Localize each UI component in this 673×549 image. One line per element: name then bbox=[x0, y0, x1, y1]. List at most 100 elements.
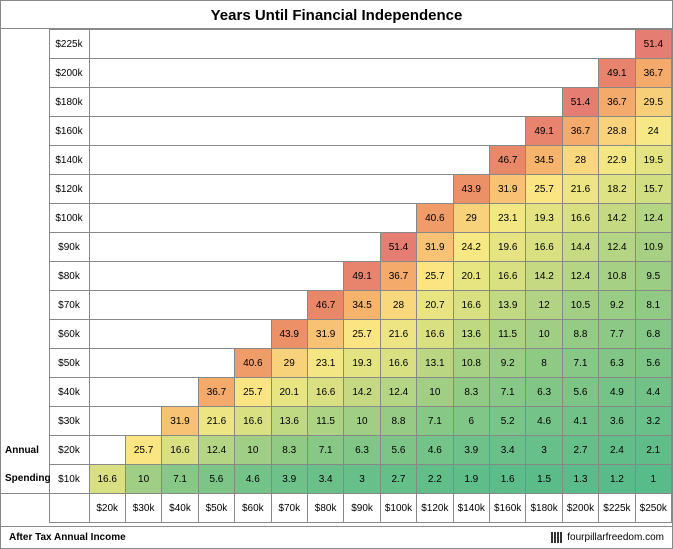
heatmap-cell: 3.9 bbox=[271, 465, 307, 494]
y-tick-label: $140k bbox=[49, 146, 89, 175]
x-tick-label: $160k bbox=[489, 494, 525, 523]
heatmap-cell: 49.1 bbox=[344, 262, 380, 291]
heatmap-cell: 8.3 bbox=[453, 378, 489, 407]
heatmap-cell: 46.7 bbox=[489, 146, 525, 175]
heatmap-cell: 16.6 bbox=[162, 436, 198, 465]
heatmap-cell: 11.5 bbox=[489, 320, 525, 349]
heatmap-cell: 16.6 bbox=[526, 233, 562, 262]
heatmap-cell: 28 bbox=[562, 146, 598, 175]
heatmap-cell: 3.4 bbox=[489, 436, 525, 465]
heatmap-cell: 7.1 bbox=[307, 436, 343, 465]
x-tick-label: $120k bbox=[417, 494, 453, 523]
heatmap-cell: 3.4 bbox=[307, 465, 343, 494]
y-tick-label: $180k bbox=[49, 88, 89, 117]
heatmap-cell: 29 bbox=[453, 204, 489, 233]
heatmap-cell: 12.4 bbox=[599, 233, 635, 262]
heatmap-cell: 7.7 bbox=[599, 320, 635, 349]
heatmap-cell: 25.7 bbox=[417, 262, 453, 291]
heatmap-cell: 36.7 bbox=[599, 88, 635, 117]
heatmap-cell: 28.8 bbox=[599, 117, 635, 146]
heatmap-cell: 12.4 bbox=[562, 262, 598, 291]
heatmap-cell: 1.6 bbox=[489, 465, 525, 494]
heatmap-cell: 23.1 bbox=[489, 204, 525, 233]
heatmap-cell: 7.1 bbox=[417, 407, 453, 436]
y-tick-label: $80k bbox=[49, 262, 89, 291]
heatmap-cell: 13.9 bbox=[489, 291, 525, 320]
x-tick-label: $20k bbox=[89, 494, 125, 523]
heatmap-cell: 6.3 bbox=[344, 436, 380, 465]
heatmap-cell: 21.6 bbox=[198, 407, 234, 436]
heatmap-cell: 1.2 bbox=[599, 465, 635, 494]
heatmap-cell: 3.2 bbox=[635, 407, 671, 436]
brand-icon bbox=[551, 532, 562, 543]
y-axis-label: Spending bbox=[1, 465, 49, 494]
heatmap-cell: 16.6 bbox=[453, 291, 489, 320]
heatmap-cell: 20.1 bbox=[453, 262, 489, 291]
heatmap-cell: 3.6 bbox=[599, 407, 635, 436]
y-axis-spacer bbox=[1, 30, 49, 436]
x-tick-label: $180k bbox=[526, 494, 562, 523]
heatmap-cell: 8 bbox=[526, 349, 562, 378]
y-tick-label: $200k bbox=[49, 59, 89, 88]
y-tick-label: $120k bbox=[49, 175, 89, 204]
x-tick-label: $140k bbox=[453, 494, 489, 523]
heatmap-cell: 34.5 bbox=[344, 291, 380, 320]
x-tick-label: $90k bbox=[344, 494, 380, 523]
heatmap-cell: 25.7 bbox=[235, 378, 271, 407]
heatmap-cell: 5.6 bbox=[635, 349, 671, 378]
x-tick-label: $30k bbox=[125, 494, 161, 523]
heatmap-cell: 4.6 bbox=[235, 465, 271, 494]
heatmap-cell: 25.7 bbox=[526, 175, 562, 204]
x-tick-label: $60k bbox=[235, 494, 271, 523]
y-tick-label: $100k bbox=[49, 204, 89, 233]
heatmap-cell: 10.8 bbox=[599, 262, 635, 291]
heatmap-cell: 16.6 bbox=[235, 407, 271, 436]
heatmap-cell: 13.6 bbox=[271, 407, 307, 436]
heatmap-cell: 28 bbox=[380, 291, 416, 320]
heatmap-cell: 31.9 bbox=[307, 320, 343, 349]
heatmap-cell: 43.9 bbox=[271, 320, 307, 349]
heatmap-cell: 6.3 bbox=[599, 349, 635, 378]
heatmap-cell: 16.6 bbox=[89, 465, 125, 494]
heatmap-cell: 25.7 bbox=[344, 320, 380, 349]
heatmap-grid: $225k51.4$200k49.136.7$180k51.436.729.5$… bbox=[1, 29, 672, 506]
heatmap-cell: 23.1 bbox=[307, 349, 343, 378]
x-tick-label: $80k bbox=[307, 494, 343, 523]
x-axis-label: After Tax Annual Income bbox=[9, 532, 126, 543]
heatmap-cell: 1.5 bbox=[526, 465, 562, 494]
heatmap-cell: 2.7 bbox=[562, 436, 598, 465]
heatmap-cell: 31.9 bbox=[489, 175, 525, 204]
heatmap-cell: 12 bbox=[526, 291, 562, 320]
x-tick-label: $225k bbox=[599, 494, 635, 523]
heatmap-cell: 21.6 bbox=[380, 320, 416, 349]
y-tick-label: $90k bbox=[49, 233, 89, 262]
x-tick-label: $50k bbox=[198, 494, 234, 523]
heatmap-cell: 7.1 bbox=[489, 378, 525, 407]
heatmap-cell: 10 bbox=[125, 465, 161, 494]
heatmap-cell: 6 bbox=[453, 407, 489, 436]
heatmap-cell: 8.8 bbox=[380, 407, 416, 436]
heatmap-cell: 15.7 bbox=[635, 175, 671, 204]
heatmap-cell: 12.4 bbox=[198, 436, 234, 465]
heatmap-cell: 2.1 bbox=[635, 436, 671, 465]
heatmap-cell: 40.6 bbox=[417, 204, 453, 233]
heatmap-cell: 5.6 bbox=[562, 378, 598, 407]
x-tick-label: $250k bbox=[635, 494, 671, 523]
heatmap-cell: 8.1 bbox=[635, 291, 671, 320]
heatmap-cell: 8.3 bbox=[271, 436, 307, 465]
heatmap-cell: 1 bbox=[635, 465, 671, 494]
heatmap-cell: 51.4 bbox=[562, 88, 598, 117]
heatmap-cell: 51.4 bbox=[380, 233, 416, 262]
heatmap-cell: 3 bbox=[344, 465, 380, 494]
heatmap-cell: 36.7 bbox=[198, 378, 234, 407]
heatmap-cell: 10 bbox=[235, 436, 271, 465]
heatmap-cell: 7.1 bbox=[562, 349, 598, 378]
heatmap-cell: 9.2 bbox=[489, 349, 525, 378]
heatmap-cell: 25.7 bbox=[125, 436, 161, 465]
heatmap-cell: 22.9 bbox=[599, 146, 635, 175]
y-tick-label: $60k bbox=[49, 320, 89, 349]
x-tick-label: $200k bbox=[562, 494, 598, 523]
heatmap-cell: 12.4 bbox=[635, 204, 671, 233]
heatmap-cell: 31.9 bbox=[417, 233, 453, 262]
heatmap-cell: 2.4 bbox=[599, 436, 635, 465]
